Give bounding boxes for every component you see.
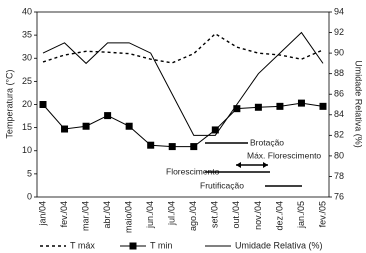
- x-tick-label: abr./04: [102, 201, 112, 229]
- x-tick-label: ago./04: [188, 201, 198, 231]
- y2-tick-label: 88: [334, 68, 344, 78]
- y-tick-label: 5: [27, 168, 32, 178]
- marker: [297, 99, 305, 107]
- y-tick-label: 40: [22, 6, 32, 16]
- marker: [211, 126, 219, 134]
- y2-tick-label: 84: [334, 109, 344, 119]
- x-tick-label: nov./04: [253, 201, 263, 230]
- legend-label: Umidade Relativa (%): [235, 240, 323, 250]
- y2-axis-label: Umidade Relativa (%): [354, 60, 364, 148]
- x-tick-label: jun./04: [145, 201, 155, 229]
- y2-tick-label: 92: [334, 27, 344, 37]
- x-tick-label: jul./04: [167, 201, 177, 226]
- legend-label: T min: [150, 240, 172, 250]
- y2-tick-label: 76: [334, 191, 344, 201]
- y2-tick-label: 94: [334, 6, 344, 16]
- y2-tick-label: 82: [334, 130, 344, 140]
- y-tick-label: 15: [22, 122, 32, 132]
- x-tick-label: out./04: [231, 201, 241, 229]
- marker: [168, 143, 176, 151]
- x-tick-label: jan/04: [37, 201, 47, 227]
- annotation: Brotação: [250, 137, 284, 147]
- x-tick-label: set./04: [210, 201, 220, 228]
- x-tick-label: jan./05: [296, 201, 306, 229]
- y-tick-label: 25: [22, 76, 32, 86]
- y-tick-label: 20: [22, 99, 32, 109]
- marker: [39, 101, 47, 108]
- y2-tick-label: 78: [334, 171, 344, 181]
- x-tick-label: fev./05: [317, 201, 327, 227]
- y-axis-label: Temperatura (°C): [4, 69, 14, 138]
- marker: [276, 102, 284, 110]
- x-tick-label: mar./04: [80, 201, 90, 231]
- y2-tick-label: 86: [334, 89, 344, 99]
- series-line: [42, 102, 324, 148]
- marker: [125, 122, 133, 130]
- x-tick-label: maio/04: [124, 201, 134, 233]
- series-line: [42, 31, 324, 136]
- x-tick-label: dez./04: [274, 201, 284, 231]
- annotation: Frutificação: [200, 180, 244, 190]
- y2-tick-label: 90: [334, 47, 344, 57]
- legend-marker: [129, 242, 137, 250]
- marker: [319, 102, 327, 110]
- marker: [233, 105, 241, 113]
- y-tick-label: 35: [22, 30, 32, 40]
- marker: [190, 143, 198, 151]
- y-tick-label: 0: [27, 191, 32, 201]
- annotation: Florescimento: [166, 166, 220, 176]
- y-tick-label: 10: [22, 145, 32, 155]
- marker: [147, 141, 155, 149]
- y-tick-label: 30: [22, 53, 32, 63]
- legend-label: T máx: [70, 240, 95, 250]
- x-tick-label: fev./04: [59, 201, 69, 227]
- series-line: [42, 32, 324, 64]
- marker: [61, 125, 69, 133]
- marker: [254, 103, 262, 111]
- y2-tick-label: 80: [334, 150, 344, 160]
- marker: [104, 112, 112, 120]
- annotation: Máx. Florescimento: [247, 150, 321, 160]
- marker: [82, 122, 90, 130]
